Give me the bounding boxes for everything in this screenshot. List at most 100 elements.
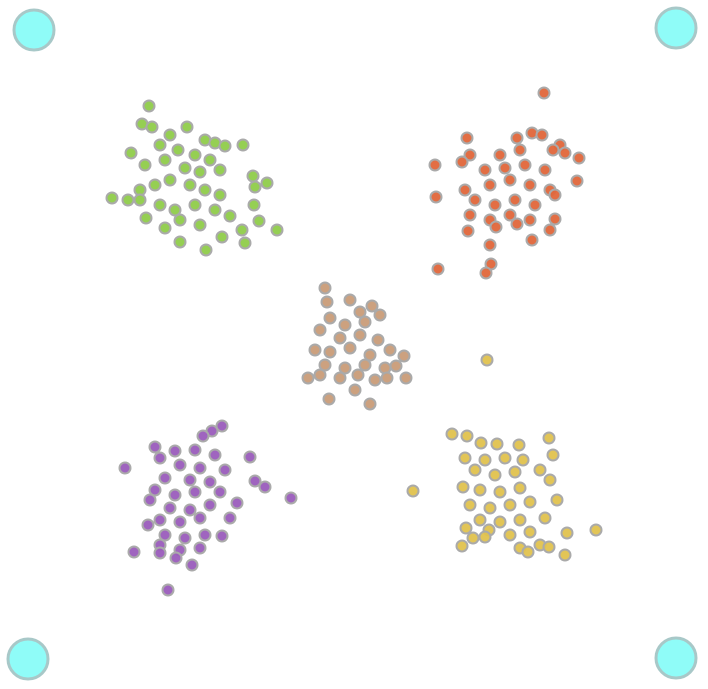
point: [169, 551, 183, 565]
point: [516, 453, 530, 467]
point: [523, 525, 537, 539]
point: [458, 451, 472, 465]
point: [158, 528, 172, 542]
point: [508, 465, 522, 479]
point: [338, 361, 352, 375]
point: [543, 223, 557, 237]
point: [153, 513, 167, 527]
point: [318, 281, 332, 295]
point: [215, 529, 229, 543]
point: [243, 450, 257, 464]
point: [463, 148, 477, 162]
point: [429, 190, 443, 204]
point: [148, 178, 162, 192]
corner-node: [6, 637, 50, 681]
point: [270, 223, 284, 237]
point: [153, 451, 167, 465]
point: [371, 333, 385, 347]
point: [193, 511, 207, 525]
point: [508, 193, 522, 207]
point: [248, 180, 262, 194]
point: [320, 295, 334, 309]
point: [118, 461, 132, 475]
point: [235, 223, 249, 237]
point: [223, 209, 237, 223]
corner-node: [12, 8, 56, 52]
point: [145, 120, 159, 134]
point: [142, 99, 156, 113]
point: [483, 178, 497, 192]
point: [139, 211, 153, 225]
point: [188, 443, 202, 457]
point: [523, 178, 537, 192]
point: [558, 146, 572, 160]
point: [158, 471, 172, 485]
point: [399, 371, 413, 385]
point: [480, 353, 494, 367]
point: [558, 548, 572, 562]
point: [538, 163, 552, 177]
point: [488, 468, 502, 482]
point: [343, 293, 357, 307]
point: [358, 315, 372, 329]
point: [193, 218, 207, 232]
point: [348, 383, 362, 397]
point: [284, 491, 298, 505]
point: [548, 188, 562, 202]
point: [198, 528, 212, 542]
point: [196, 429, 210, 443]
point: [478, 453, 492, 467]
point: [363, 348, 377, 362]
point: [468, 463, 482, 477]
point: [353, 305, 367, 319]
point: [158, 221, 172, 235]
point: [483, 501, 497, 515]
point: [513, 143, 527, 157]
point: [161, 583, 175, 597]
point: [343, 341, 357, 355]
point: [252, 214, 266, 228]
point: [474, 436, 488, 450]
point: [247, 198, 261, 212]
point: [460, 429, 474, 443]
point: [218, 463, 232, 477]
point: [525, 233, 539, 247]
point: [163, 501, 177, 515]
point: [223, 511, 237, 525]
point: [455, 155, 469, 169]
point: [323, 311, 337, 325]
point: [318, 358, 332, 372]
point: [521, 545, 535, 559]
point: [546, 143, 560, 157]
point: [178, 161, 192, 175]
point: [445, 427, 459, 441]
point: [510, 131, 524, 145]
point: [479, 266, 493, 280]
point: [380, 371, 394, 385]
point: [572, 151, 586, 165]
point: [546, 448, 560, 462]
point: [523, 213, 537, 227]
point: [363, 397, 377, 411]
point: [178, 531, 192, 545]
point: [168, 444, 182, 458]
point: [218, 139, 232, 153]
point: [560, 526, 574, 540]
point: [208, 448, 222, 462]
point: [215, 230, 229, 244]
point: [158, 153, 172, 167]
point: [383, 343, 397, 357]
point: [153, 138, 167, 152]
point: [431, 262, 445, 276]
point: [542, 540, 556, 554]
point: [168, 203, 182, 217]
point: [203, 475, 217, 489]
corner-node: [654, 6, 698, 50]
point: [199, 243, 213, 257]
point: [180, 120, 194, 134]
point: [258, 480, 272, 494]
point: [463, 498, 477, 512]
point: [493, 485, 507, 499]
point: [493, 148, 507, 162]
